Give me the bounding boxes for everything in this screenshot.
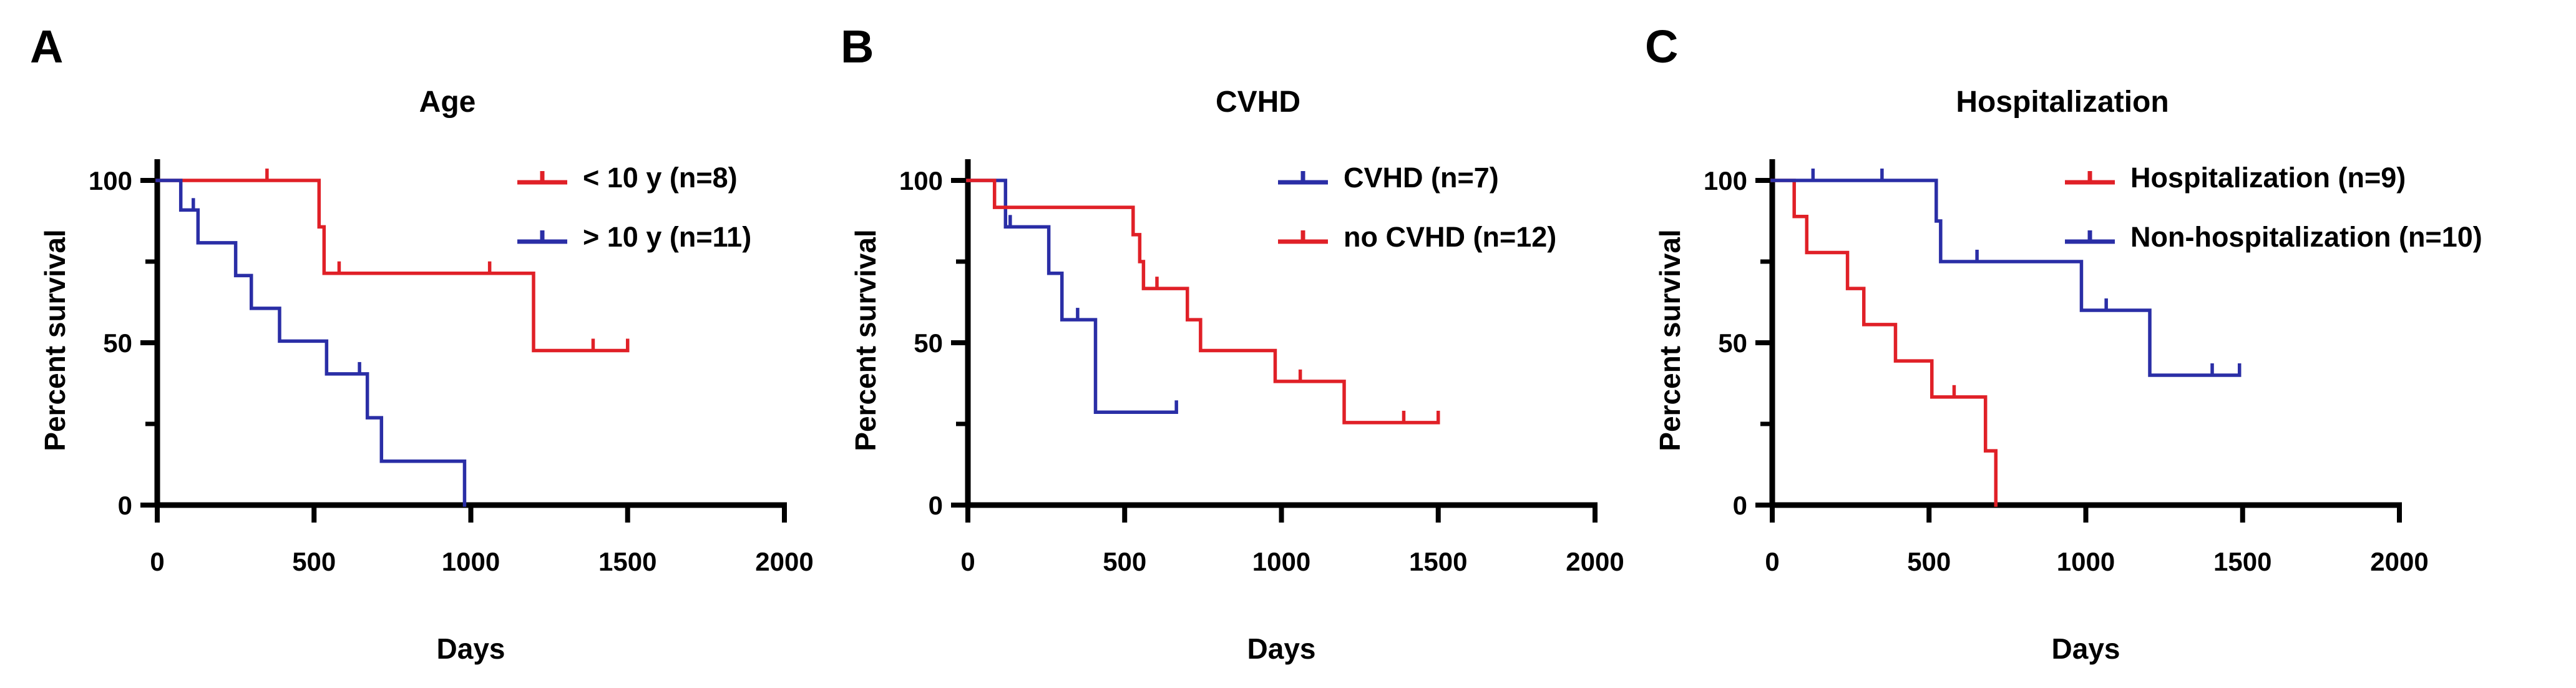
x-axis-label: Days	[436, 632, 505, 665]
svg-text:500: 500	[1907, 547, 1951, 576]
panel-letter: C	[1645, 21, 1679, 72]
legend-label: Hospitalization (n=9)	[2130, 161, 2406, 194]
svg-text:50: 50	[103, 328, 132, 358]
censor-line-icon	[2065, 170, 2115, 184]
panel-title: Hospitalization	[1956, 86, 2169, 119]
svg-text:2000: 2000	[755, 547, 813, 576]
svg-text:1500: 1500	[598, 547, 656, 576]
panel-title: Age	[419, 86, 476, 119]
x-axis-label: Days	[1247, 632, 1316, 665]
legend-item: no CVHD (n=12)	[1277, 207, 1556, 267]
legend-item: Hospitalization (n=9)	[2064, 148, 2482, 207]
censor-line-icon	[1278, 170, 1328, 184]
svg-text:50: 50	[914, 328, 943, 358]
panel-hospitalization: C Hospitalization Percent survival 0 50 10…	[1615, 0, 2576, 688]
legend-label: > 10 y (n=11)	[583, 220, 752, 253]
svg-text:0: 0	[118, 491, 132, 520]
svg-text:2000: 2000	[2370, 547, 2428, 576]
panel-age: A Age Percent survival 0 50 100 0 500 1000 150…	[0, 0, 961, 688]
svg-text:0: 0	[150, 547, 164, 576]
panel-letter: B	[841, 21, 874, 72]
svg-text:1000: 1000	[442, 547, 500, 576]
legend-item: CVHD (n=7)	[1277, 148, 1556, 207]
censor-line-icon	[2065, 230, 2115, 243]
svg-text:2000: 2000	[1566, 547, 1624, 576]
svg-text:100: 100	[899, 166, 943, 195]
svg-text:50: 50	[1718, 328, 1747, 358]
legend-label: Non-hospitalization (n=10)	[2130, 220, 2482, 253]
svg-text:1500: 1500	[2213, 547, 2271, 576]
svg-text:0: 0	[1733, 491, 1747, 520]
panel-cvhd: B CVHD Percent survival 0 50 100 0 500 1000 15…	[811, 0, 1772, 688]
svg-text:0: 0	[960, 547, 975, 576]
legend-item: > 10 y (n=11)	[517, 207, 751, 267]
svg-text:1000: 1000	[2057, 547, 2115, 576]
censor-line-icon	[517, 170, 567, 184]
censor-line-icon	[517, 230, 567, 243]
svg-text:1000: 1000	[1252, 547, 1310, 576]
panel-title: CVHD	[1215, 86, 1300, 119]
panel-letter: A	[30, 21, 64, 72]
svg-text:100: 100	[1704, 166, 1747, 195]
legend-label: CVHD (n=7)	[1344, 161, 1499, 194]
svg-text:100: 100	[89, 166, 132, 195]
legend-item: Non-hospitalization (n=10)	[2064, 207, 2482, 267]
legend-item: < 10 y (n=8)	[517, 148, 751, 207]
censor-line-icon	[1278, 230, 1328, 243]
svg-text:0: 0	[929, 491, 943, 520]
svg-text:0: 0	[1765, 547, 1779, 576]
legend: Hospitalization (n=9) Non-hospitalizatio…	[2064, 148, 2482, 267]
svg-text:1500: 1500	[1409, 547, 1467, 576]
x-axis-label: Days	[2051, 632, 2120, 665]
legend: < 10 y (n=8) > 10 y (n=11)	[517, 148, 751, 267]
svg-text:500: 500	[292, 547, 336, 576]
legend-label: < 10 y (n=8)	[583, 161, 738, 194]
legend-label: no CVHD (n=12)	[1344, 220, 1557, 253]
svg-text:500: 500	[1103, 547, 1146, 576]
legend: CVHD (n=7) no CVHD (n=12)	[1277, 148, 1556, 267]
